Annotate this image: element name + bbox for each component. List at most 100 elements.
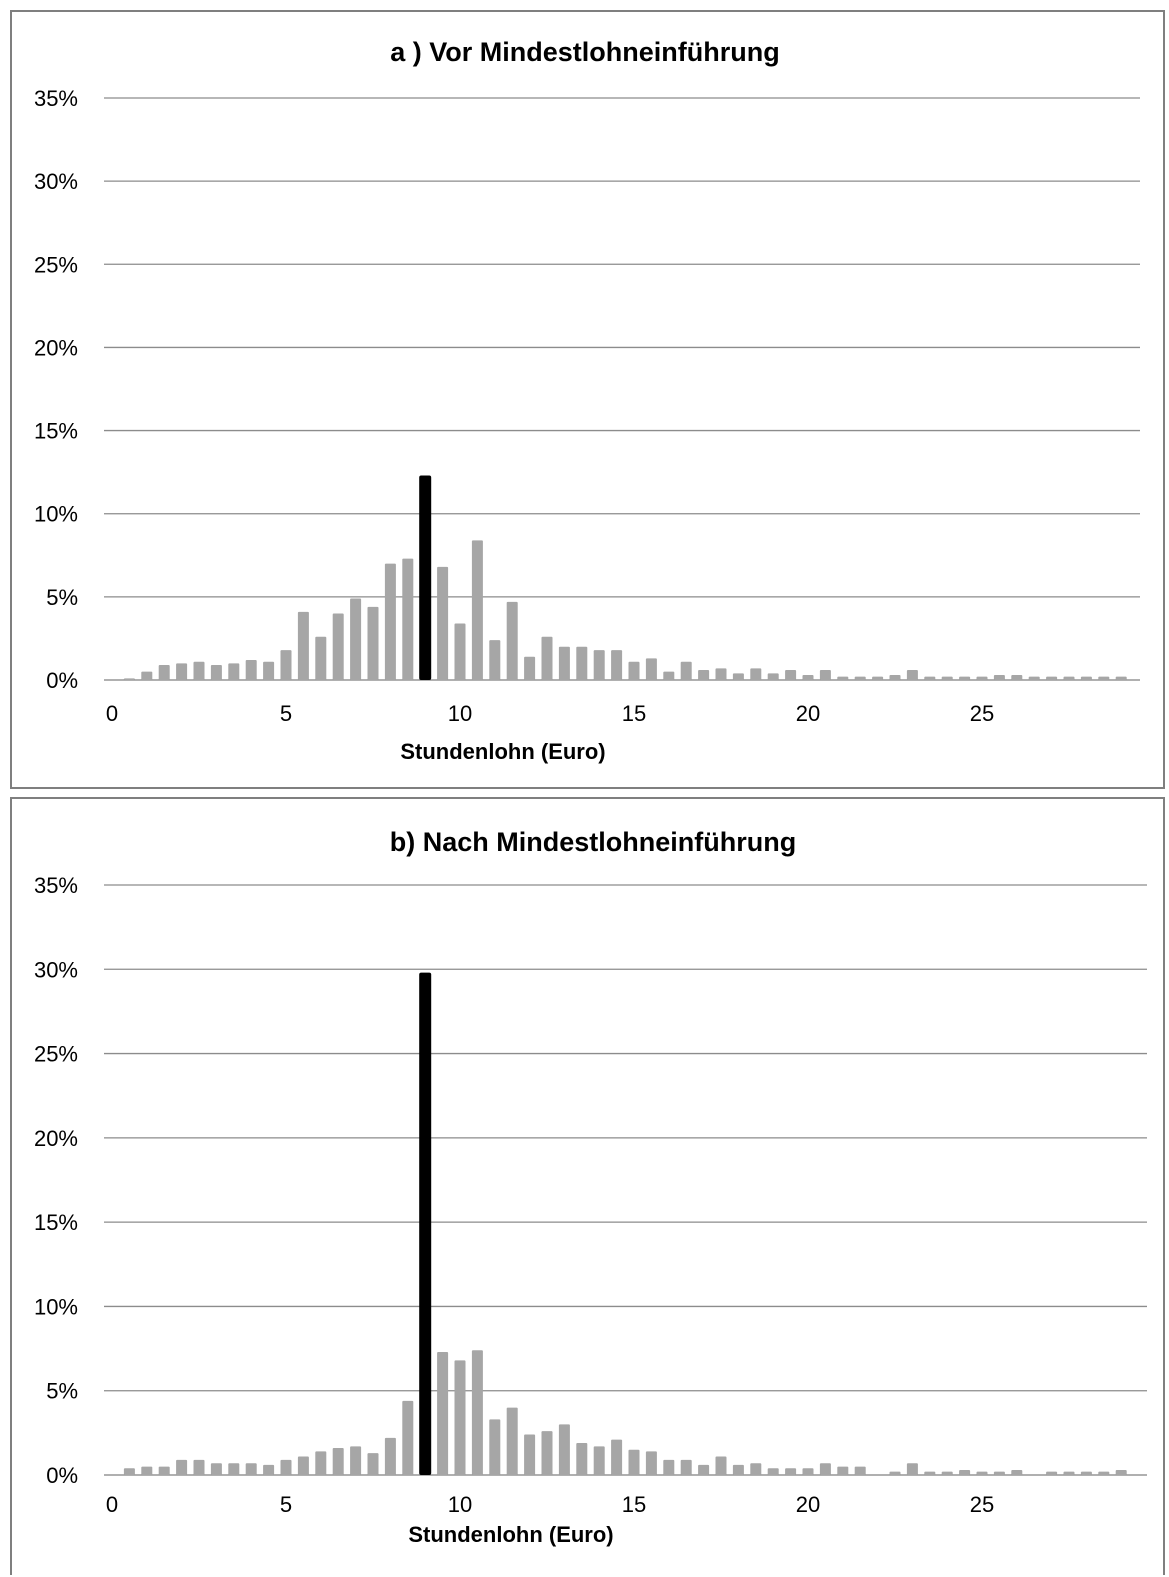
gridlines [104, 97, 1140, 681]
bar [924, 1471, 936, 1475]
y-tick-label: 35% [34, 873, 78, 898]
bar [367, 1453, 379, 1475]
bar [976, 1471, 988, 1475]
bar [889, 1471, 901, 1475]
bar [402, 558, 414, 680]
bar [785, 1468, 797, 1475]
bar [228, 663, 240, 680]
bar [332, 613, 344, 680]
bar [663, 1459, 675, 1475]
bar [1063, 1471, 1075, 1475]
bar [593, 650, 605, 680]
bar [732, 673, 744, 680]
y-tick-label: 5% [46, 1379, 78, 1404]
bar [941, 1471, 953, 1475]
y-tick-label: 0% [46, 1463, 78, 1488]
bar [1063, 676, 1075, 680]
y-tick-label: 25% [34, 252, 78, 277]
bar [698, 1464, 710, 1475]
bar [245, 1463, 257, 1475]
bar [698, 670, 710, 680]
y-tick-label: 0% [46, 668, 78, 693]
bar [854, 1466, 866, 1475]
bar [593, 1446, 605, 1475]
bar [959, 1469, 971, 1475]
y-tick-label: 20% [34, 335, 78, 360]
bars [123, 972, 1127, 1475]
bars [123, 475, 1127, 680]
bar [993, 1471, 1005, 1475]
bar [767, 673, 779, 680]
bar [750, 668, 762, 680]
bar [1046, 1471, 1058, 1475]
highlight-bar [419, 972, 432, 1475]
chart-title: b) Nach Mindestlohneinführung [390, 827, 796, 857]
bar [384, 563, 396, 680]
bar [158, 1466, 170, 1475]
bar [611, 1439, 623, 1475]
x-tick-label: 10 [448, 701, 472, 726]
bar [663, 671, 675, 680]
bar [524, 656, 536, 680]
bar [263, 661, 275, 680]
x-tick-label: 5 [280, 701, 292, 726]
bar [924, 676, 936, 680]
bar [123, 1468, 135, 1475]
x-tick-label: 20 [796, 701, 820, 726]
y-tick-labels: 0% 5% 10% 15% 20% 25% 30% 35% [34, 86, 78, 693]
bar [263, 1464, 275, 1475]
bar [193, 1459, 205, 1475]
bar [715, 668, 727, 680]
bar [941, 676, 953, 680]
bar [715, 1456, 727, 1475]
bar [123, 678, 135, 680]
chart-panel-a: a ) Vor Mindestlohneinführung 0% 5% 10% 15%… [10, 10, 1165, 789]
bar [210, 665, 222, 680]
bar [315, 636, 327, 680]
bar [176, 663, 188, 680]
y-tick-label: 30% [34, 957, 78, 982]
bar [454, 623, 466, 680]
bar [506, 601, 518, 680]
x-tick-label: 25 [970, 1492, 994, 1517]
chart-a-svg: a ) Vor Mindestlohneinführung 0% 5% 10% 15%… [34, 37, 1140, 764]
x-tick-label: 10 [448, 1492, 472, 1517]
bar [541, 636, 553, 680]
x-tick-label: 15 [622, 701, 646, 726]
x-tick-label: 25 [970, 701, 994, 726]
bar [872, 676, 884, 680]
bar [141, 671, 153, 680]
bar [1098, 1471, 1110, 1475]
bar [837, 676, 849, 680]
bar [558, 646, 570, 680]
bar [1046, 676, 1058, 680]
y-tick-label: 15% [34, 419, 78, 444]
bar [1098, 676, 1110, 680]
y-tick-label: 20% [34, 1126, 78, 1151]
bar [854, 676, 866, 680]
bar [837, 1466, 849, 1475]
bar [297, 1456, 309, 1475]
x-tick-labels: 0 5 10 15 20 25 [106, 701, 994, 726]
bar [158, 665, 170, 680]
bar [350, 598, 362, 680]
bar [1028, 676, 1040, 680]
bar [558, 1424, 570, 1475]
bar [628, 1449, 640, 1475]
x-tick-labels: 0 5 10 15 20 25 [106, 1492, 994, 1517]
bar [959, 676, 971, 680]
highlight-bar [419, 475, 432, 680]
bar [976, 676, 988, 680]
bar [802, 1468, 814, 1475]
bar [541, 1431, 553, 1475]
bar [402, 1400, 414, 1475]
bar [315, 1451, 327, 1475]
bar [141, 1466, 153, 1475]
x-axis-title: Stundenlohn (Euro) [408, 1522, 613, 1547]
bar [228, 1463, 240, 1475]
bar [524, 1434, 536, 1475]
bar [576, 646, 588, 680]
bar [437, 1351, 449, 1475]
gridlines [104, 884, 1147, 1476]
bar [297, 611, 309, 680]
